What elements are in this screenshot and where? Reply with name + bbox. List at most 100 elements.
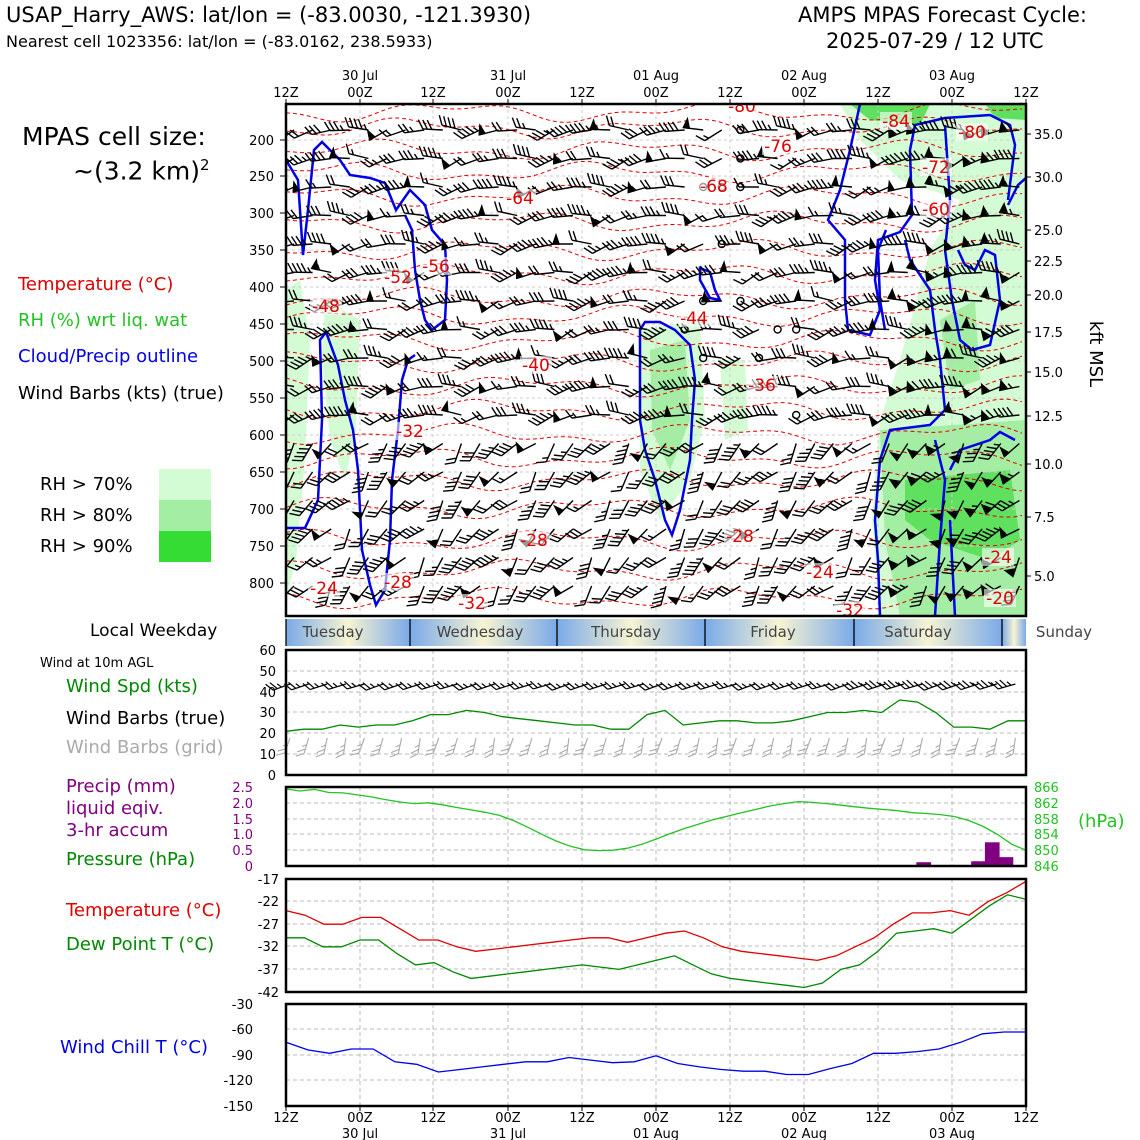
- y-tick-label: 854: [1034, 828, 1059, 843]
- wind-barb: [363, 344, 388, 359]
- barb-shaft: [497, 385, 518, 390]
- barb-shaft: [516, 153, 536, 160]
- barb-shaft: [739, 157, 760, 161]
- wind-barb: [286, 528, 295, 546]
- barb-flag: [662, 448, 673, 454]
- barb-flag: [441, 374, 447, 385]
- wind-barb: [565, 298, 592, 312]
- barb-half-flag: [432, 539, 439, 542]
- barb-shaft: [460, 186, 481, 193]
- barb-flag: [554, 558, 565, 565]
- barb-flag: [583, 352, 591, 362]
- barb-flag: [611, 320, 619, 331]
- barb-flag: [769, 190, 779, 197]
- barb-shaft: [404, 157, 425, 161]
- barb-flag: [331, 201, 336, 213]
- barb-flag: [518, 322, 526, 332]
- barb-shaft: [478, 157, 499, 163]
- barb-flag: [691, 376, 698, 387]
- wind-barb: [534, 471, 556, 491]
- wind-barb: [472, 328, 499, 340]
- y-tick-label: 60: [259, 644, 276, 659]
- wind-barb: [434, 186, 462, 197]
- barb-flag: [406, 407, 414, 417]
- barb-flag: [527, 419, 538, 426]
- wind-barb: [286, 385, 313, 397]
- barb-flag: [387, 531, 398, 537]
- barb-pennant: [664, 498, 674, 512]
- barb-flag: [662, 122, 670, 132]
- barb-flag: [685, 518, 696, 522]
- barb-flag: [788, 237, 796, 247]
- barb-flag: [382, 412, 392, 421]
- temperature-contour: [286, 446, 1023, 470]
- barb-flag: [790, 316, 796, 327]
- barb-flag: [472, 534, 483, 541]
- height-tick-label: 17.5: [1034, 326, 1063, 341]
- top-date-label: 03 Aug: [929, 69, 975, 84]
- height-tick-label: 20.0: [1034, 289, 1063, 304]
- barb-flag: [492, 174, 498, 185]
- barb-shaft: [329, 414, 350, 417]
- barb-shaft: [536, 157, 555, 168]
- barb-shaft: [760, 214, 778, 228]
- barb-flag: [535, 511, 546, 515]
- bottom-date-label: 02 Aug: [781, 1127, 827, 1140]
- wind-barb: [527, 236, 555, 249]
- wind-barb: [806, 126, 834, 137]
- wind-barb: [843, 295, 871, 307]
- wind-barb: [440, 400, 462, 416]
- barb-flag: [304, 560, 314, 568]
- barb-flag: [565, 150, 573, 161]
- barb-shaft: [634, 500, 648, 517]
- barb-flag: [832, 202, 838, 214]
- barb-flag: [577, 380, 586, 389]
- barb-half-flag: [302, 239, 307, 245]
- wind-barb: [612, 443, 630, 466]
- barb-shaft: [852, 442, 871, 454]
- barb-shaft: [460, 243, 481, 247]
- wind-barb: [295, 737, 310, 757]
- barb-flag: [628, 483, 639, 486]
- wind-barb: [796, 737, 812, 756]
- barb-shaft: [497, 414, 518, 417]
- barb-flag: [550, 359, 560, 367]
- barb-flag: [773, 214, 783, 223]
- barb-flag: [601, 268, 610, 278]
- wind-barb: [605, 115, 629, 131]
- barb-flag: [530, 568, 541, 573]
- barb-flag: [722, 315, 727, 326]
- barb-shaft: [515, 328, 536, 333]
- barb-flag: [472, 333, 482, 340]
- barb-flag: [367, 345, 373, 356]
- wind-barb: [584, 442, 611, 456]
- barb-flag: [499, 352, 508, 361]
- barb-flag: [491, 249, 501, 256]
- barb-flag: [652, 595, 664, 600]
- wind-barb: [441, 157, 462, 170]
- barb-shaft: [609, 409, 629, 416]
- wind-barb: [910, 737, 923, 758]
- barb-flag: [496, 148, 503, 159]
- barb-flag: [276, 156, 285, 166]
- barb-half-flag: [278, 215, 283, 221]
- barb-flag: [342, 349, 350, 359]
- barb-half-flag: [632, 212, 638, 219]
- wind-barb: [310, 257, 332, 274]
- barb-pennant: [515, 266, 524, 280]
- barb-flag: [294, 154, 303, 163]
- wind-barb: [360, 157, 388, 168]
- barb-flag: [622, 289, 629, 300]
- barb-flag: [725, 355, 736, 362]
- barb-shaft: [864, 471, 872, 492]
- wind-barb: [769, 266, 797, 278]
- barb-pennant: [589, 470, 600, 483]
- barb-flag: [680, 269, 689, 278]
- barb-shaft: [332, 471, 351, 484]
- barb-flag: [570, 450, 581, 455]
- weekday-label: Sunday: [1036, 623, 1092, 641]
- barb-half-flag: [547, 155, 553, 160]
- barb-flag: [806, 386, 816, 395]
- barb-flag: [270, 594, 280, 604]
- top-tick-label: 12Z: [1013, 86, 1039, 101]
